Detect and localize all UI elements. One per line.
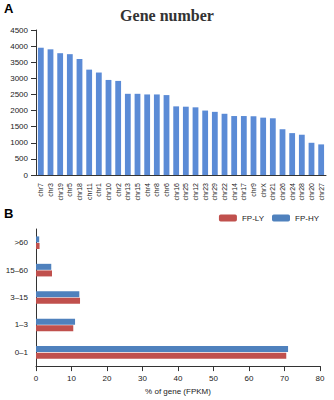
svg-text:1000: 1000: [10, 138, 28, 147]
svg-text:chrX: chrX: [260, 183, 267, 198]
svg-text:30: 30: [138, 374, 147, 383]
svg-text:70: 70: [280, 374, 289, 383]
svg-text:15–60: 15–60: [6, 266, 29, 275]
svg-text:50: 50: [209, 374, 218, 383]
svg-text:60: 60: [245, 374, 254, 383]
svg-text:3500: 3500: [10, 58, 28, 67]
svg-text:3000: 3000: [10, 74, 28, 83]
svg-text:chr9: chr9: [250, 183, 257, 197]
svg-text:% of gene (FPKM): % of gene (FPKM): [145, 387, 211, 396]
svg-text:chr29: chr29: [211, 183, 218, 201]
svg-text:1500: 1500: [10, 122, 28, 131]
svg-text:2500: 2500: [10, 90, 28, 99]
svg-text:chr22: chr22: [221, 183, 228, 201]
svg-text:A: A: [4, 1, 14, 16]
svg-text:FP-LY: FP-LY: [242, 214, 265, 223]
svg-text:chr16: chr16: [173, 183, 180, 201]
svg-text:chr7: chr7: [37, 183, 44, 197]
svg-text:chr6: chr6: [163, 183, 170, 197]
svg-text:chr11: chr11: [86, 183, 93, 200]
svg-text:500: 500: [15, 154, 29, 163]
svg-text:chr10: chr10: [105, 183, 112, 201]
svg-text:chr8: chr8: [153, 183, 160, 197]
svg-text:0: 0: [34, 374, 39, 383]
svg-text:chr15: chr15: [134, 183, 141, 201]
svg-text:chr20: chr20: [308, 183, 315, 201]
svg-text:chr18: chr18: [76, 183, 83, 201]
svg-text:chr12: chr12: [192, 183, 199, 201]
svg-text:3–15: 3–15: [10, 293, 28, 302]
svg-text:chr27: chr27: [318, 183, 325, 201]
svg-text:chr21: chr21: [269, 183, 276, 201]
svg-text:Gene number: Gene number: [120, 7, 214, 24]
svg-text:chr5: chr5: [66, 183, 73, 197]
svg-text:chr19: chr19: [57, 183, 64, 201]
svg-text:chr1: chr1: [95, 183, 102, 197]
svg-text:chr3: chr3: [47, 183, 54, 197]
svg-text:2000: 2000: [10, 106, 28, 115]
svg-text:chr23: chr23: [202, 183, 209, 201]
svg-text:chr25: chr25: [182, 183, 189, 201]
svg-text:chr26: chr26: [279, 183, 286, 201]
svg-text:1–3: 1–3: [15, 320, 29, 329]
svg-text:80: 80: [316, 374, 325, 383]
svg-text:chr24: chr24: [289, 183, 296, 201]
svg-text:chr13: chr13: [124, 183, 131, 201]
svg-text:chr4: chr4: [144, 183, 151, 197]
svg-text:20: 20: [103, 374, 112, 383]
svg-text:4000: 4000: [10, 42, 28, 51]
svg-text:chr2: chr2: [115, 183, 122, 197]
svg-text:0–1: 0–1: [15, 348, 29, 357]
svg-text:chr17: chr17: [240, 183, 247, 201]
svg-text:chr14: chr14: [231, 183, 238, 201]
svg-text:FP-HY: FP-HY: [295, 214, 320, 223]
svg-text:chr28: chr28: [298, 183, 305, 201]
svg-text:4500: 4500: [10, 26, 28, 35]
svg-text:40: 40: [174, 374, 183, 383]
svg-text:>60: >60: [14, 238, 28, 247]
svg-text:10: 10: [67, 374, 76, 383]
svg-text:B: B: [4, 206, 13, 221]
svg-text:0: 0: [24, 171, 29, 180]
